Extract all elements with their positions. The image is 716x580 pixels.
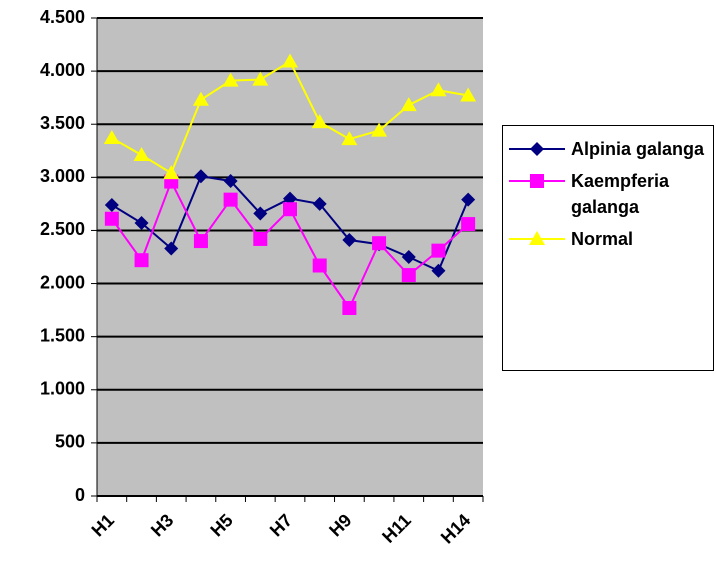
point	[193, 169, 208, 184]
point	[282, 53, 298, 68]
point	[223, 174, 238, 189]
legend-item: Kaempferia galanga	[509, 168, 713, 220]
x-tick-label: H7	[266, 510, 296, 540]
point	[430, 82, 447, 97]
y-tick-label: 1.000	[40, 379, 85, 399]
point	[342, 233, 357, 248]
point	[342, 300, 357, 315]
x-tick-label: H14	[437, 510, 474, 547]
legend-swatch	[509, 142, 565, 156]
point	[461, 217, 476, 232]
y-tick-label: 4.500	[40, 7, 85, 27]
plot-area	[97, 18, 483, 496]
y-tick-label: 500	[55, 432, 85, 452]
point	[192, 91, 209, 106]
point	[312, 258, 327, 273]
point	[283, 191, 297, 206]
legend-item: Normal	[509, 226, 713, 252]
legend-label: Normal	[571, 229, 634, 249]
point	[401, 250, 416, 264]
point	[253, 206, 268, 221]
point	[283, 202, 297, 217]
legend: Alpinia galanga Kaempferia galanga Normal	[502, 125, 714, 371]
y-tick-label: 2.500	[40, 219, 85, 239]
point	[134, 253, 149, 268]
point	[341, 131, 358, 146]
point	[312, 196, 327, 211]
point	[372, 236, 387, 251]
legend-item: Alpinia galanga	[509, 136, 713, 162]
legend-swatch	[509, 174, 565, 188]
point	[431, 263, 446, 278]
point	[133, 147, 150, 162]
legend-swatch	[509, 231, 565, 245]
point	[104, 211, 119, 226]
x-tick-label: H5	[206, 510, 236, 540]
y-tick-label: 4.000	[40, 60, 85, 80]
legend-label: Kaempferia galanga	[571, 171, 670, 217]
x-tick-label: H3	[147, 510, 177, 540]
point	[530, 142, 544, 156]
point	[400, 97, 417, 112]
y-tick-label: 3.000	[40, 166, 85, 186]
point	[253, 231, 268, 246]
legend-label: Alpinia galanga	[571, 139, 705, 159]
point	[311, 114, 328, 129]
point	[134, 216, 149, 231]
point	[530, 174, 544, 188]
y-tick-label: 0	[75, 485, 85, 505]
x-tick-label: H11	[378, 510, 415, 547]
point	[223, 192, 238, 207]
point	[371, 122, 388, 137]
point	[163, 165, 180, 180]
y-tick-label: 3.500	[40, 113, 85, 133]
point	[103, 130, 120, 145]
point	[164, 241, 179, 256]
point	[460, 87, 477, 102]
point	[431, 243, 446, 258]
y-tick-label: 2.000	[40, 272, 85, 292]
y-tick-label: 1.500	[40, 325, 85, 345]
point	[461, 192, 476, 207]
point	[193, 234, 208, 249]
point	[529, 231, 545, 245]
x-tick-label: H9	[325, 510, 355, 540]
point	[252, 71, 269, 86]
x-tick-label: H1	[88, 510, 118, 540]
point	[104, 197, 119, 212]
point	[401, 268, 416, 283]
chart: 0 500 1.000 1.500 2.000 2.500 3.000 3.500 4.000 4…	[40, 7, 484, 548]
point	[222, 72, 239, 87]
